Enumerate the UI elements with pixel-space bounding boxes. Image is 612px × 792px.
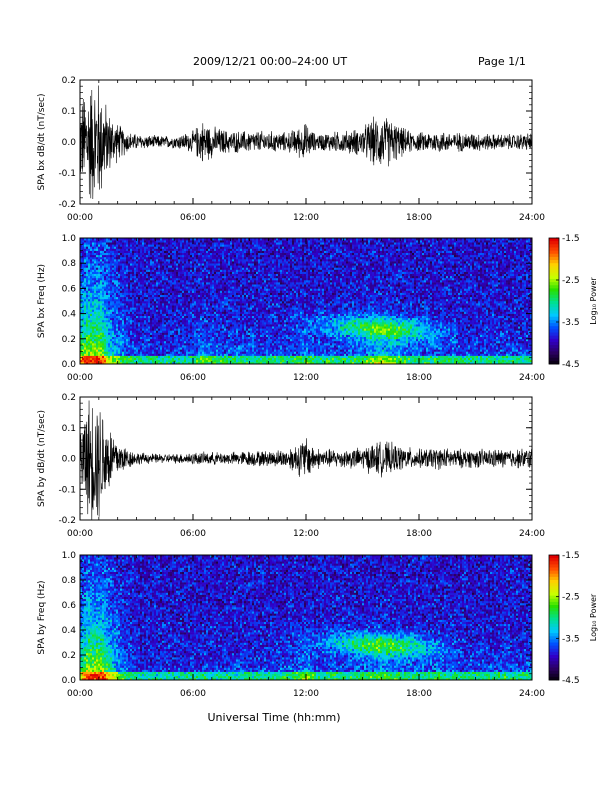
- x-tick-label: 18:00: [406, 529, 432, 539]
- colorbar: -1.5 -2.5 -3.5 -4.5 Log₁₀ Power: [549, 551, 598, 686]
- colorbar-tick-label: -2.5: [562, 276, 580, 286]
- y-tick-label: 0.6: [62, 284, 77, 294]
- y-tick-label: 0.0: [62, 360, 77, 370]
- y-tick-label: 0.2: [62, 393, 76, 403]
- y-tick-label: 0.2: [62, 651, 76, 661]
- y-tick-label: 0.8: [62, 576, 77, 586]
- x-tick-label: 06:00: [180, 373, 206, 383]
- y-tick-label: 1.0: [62, 234, 77, 244]
- x-tick-label: 00:00: [67, 689, 93, 699]
- y-tick-label: -0.2: [58, 516, 76, 526]
- y-tick-label: 0.6: [62, 601, 77, 611]
- x-tick-label: 12:00: [293, 373, 319, 383]
- y-tick-label: 0.1: [62, 424, 76, 434]
- x-tick-label: 18:00: [406, 213, 432, 223]
- x-tick-label: 06:00: [180, 213, 206, 223]
- colorbar-tick-label: -4.5: [562, 360, 580, 370]
- y-tick-label: 0.2: [62, 335, 76, 345]
- colorbar-tick-label: -4.5: [562, 676, 580, 686]
- colorbar-tick-label: -1.5: [562, 551, 580, 561]
- y-tick-label: 0.1: [62, 107, 76, 117]
- heatmap-cells: [80, 555, 532, 680]
- x-axis-label: Universal Time (hh:mm): [208, 711, 341, 724]
- y-axis-label: SPA by Freq (Hz): [37, 580, 47, 654]
- x-tick-label: 06:00: [180, 529, 206, 539]
- colorbar-label: Log₁₀ Power: [589, 277, 598, 325]
- y-tick-label: 0.0: [62, 676, 77, 686]
- x-tick-label: 00:00: [67, 529, 93, 539]
- x-tick-label: 24:00: [519, 529, 545, 539]
- heatmap-panel-3: 00:00 06:00 12:00 18:00 24:00 1.0 0.8 0.6 0.4 0.2…: [37, 551, 598, 699]
- y-tick-label: -0.2: [58, 200, 76, 210]
- series-trace: [80, 86, 532, 199]
- colorbar-tick-label: -2.5: [562, 593, 580, 603]
- y-tick-label: 0.2: [62, 76, 76, 86]
- series-trace: [80, 401, 532, 524]
- y-tick-label: 0.4: [62, 626, 77, 636]
- x-tick-label: 06:00: [180, 689, 206, 699]
- line-panel-0: 00:00 06:00 12:00 18:00 24:00 0.2 0.1 0.0 -0.1 -0…: [37, 76, 545, 223]
- y-tick-label: 1.0: [62, 551, 77, 561]
- y-tick-label: 0.4: [62, 310, 77, 320]
- y-axis-label: SPA by dB/dt (nT/sec): [37, 410, 47, 507]
- colorbar: -1.5 -2.5 -3.5 -4.5 Log₁₀ Power: [549, 234, 598, 370]
- x-tick-label: 12:00: [293, 689, 319, 699]
- y-tick-label: 0.0: [62, 138, 77, 148]
- heatmap-cells: [80, 238, 532, 364]
- y-tick-label: -0.1: [58, 485, 76, 495]
- line-panel-2: 00:00 06:00 12:00 18:00 24:00 0.2 0.1 0.0 -0.1 -0…: [37, 393, 545, 539]
- y-tick-label: 0.0: [62, 455, 77, 465]
- heatmap-panel-1: 00:00 06:00 12:00 18:00 24:00 1.0 0.8 0.6 0.4 0.2…: [37, 234, 598, 383]
- y-tick-label: 0.8: [62, 259, 77, 269]
- x-tick-label: 24:00: [519, 689, 545, 699]
- x-tick-label: 00:00: [67, 213, 93, 223]
- colorbar-label: Log₁₀ Power: [589, 593, 598, 641]
- colorbar-tick-label: -1.5: [562, 234, 580, 244]
- x-tick-label: 00:00: [67, 373, 93, 383]
- y-axis-label: SPA bx dB/dt (nT/sec): [37, 94, 47, 191]
- x-tick-label: 24:00: [519, 213, 545, 223]
- x-tick-label: 18:00: [406, 373, 432, 383]
- x-tick-label: 24:00: [519, 373, 545, 383]
- x-tick-label: 12:00: [293, 213, 319, 223]
- y-axis-label: SPA bx Freq (Hz): [37, 264, 47, 338]
- colorbar-tick-label: -3.5: [562, 634, 580, 644]
- x-tick-label: 18:00: [406, 689, 432, 699]
- x-tick-label: 12:00: [293, 529, 319, 539]
- colorbar-tick-label: -3.5: [562, 318, 580, 328]
- y-tick-label: -0.1: [58, 169, 76, 179]
